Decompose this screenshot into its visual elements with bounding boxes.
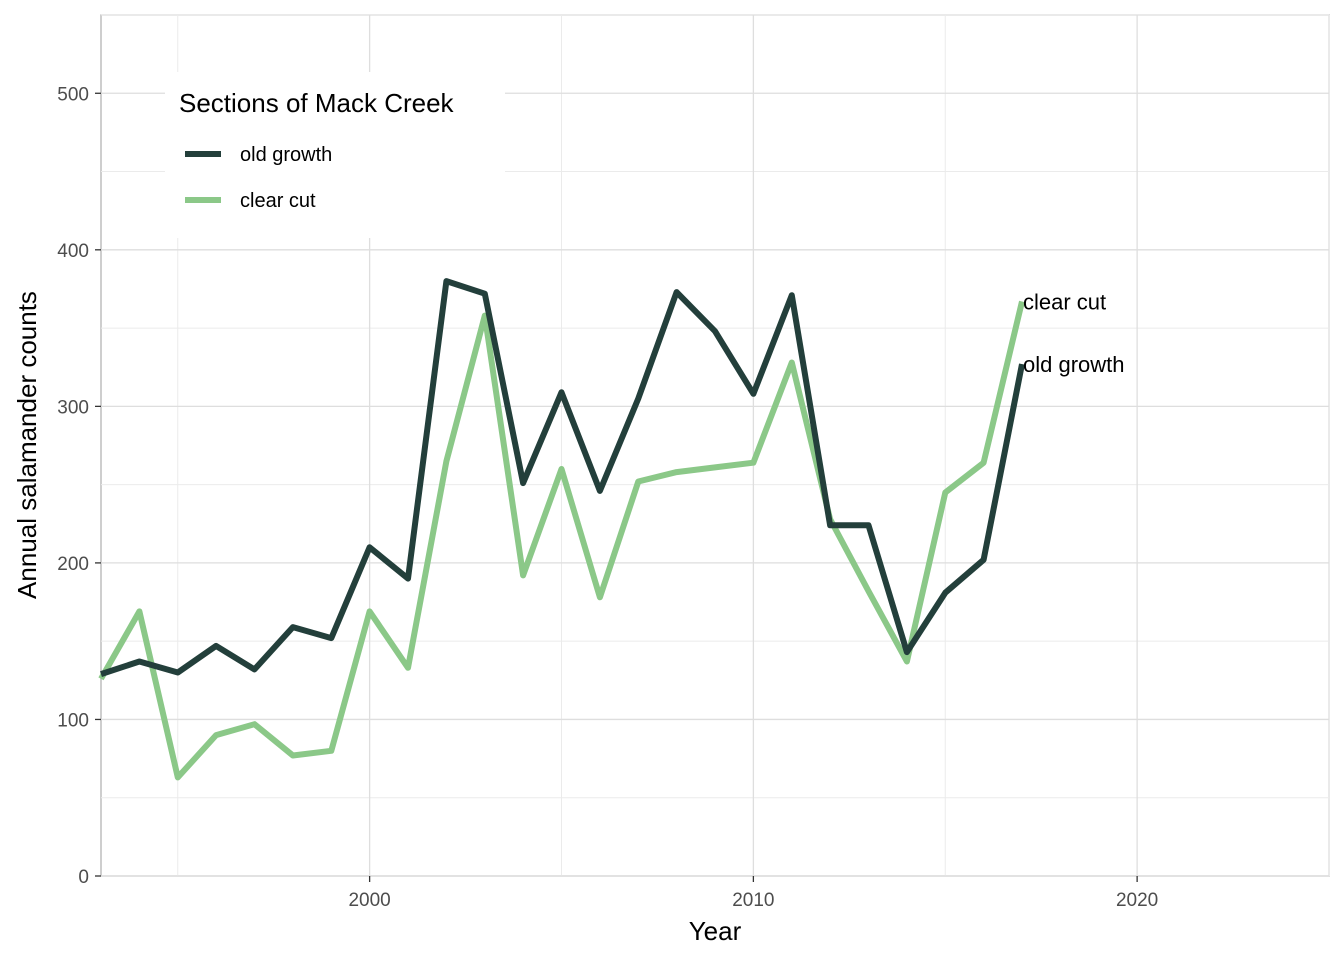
end-label-clear-cut: clear cut <box>1023 289 1106 314</box>
data-point-clear-cut <box>520 572 526 578</box>
tick-layer: 2000 2010 2020 0 100 200 300 400 500 <box>57 84 1158 911</box>
data-point-old-growth <box>213 643 219 649</box>
data-point-clear-cut <box>252 721 258 727</box>
data-point-old-growth <box>328 635 334 641</box>
data-point-old-growth <box>559 389 565 395</box>
data-point-old-growth <box>520 480 526 486</box>
data-point-clear-cut <box>443 458 449 464</box>
data-point-clear-cut <box>904 659 910 665</box>
data-point-old-growth <box>482 291 488 297</box>
x-axis-title: Year <box>689 916 742 946</box>
data-point-clear-cut <box>290 752 296 758</box>
data-point-old-growth <box>367 544 373 550</box>
data-point-clear-cut <box>674 469 680 475</box>
data-point-clear-cut <box>175 774 181 780</box>
data-point-old-growth <box>904 649 910 655</box>
data-point-old-growth <box>827 522 833 528</box>
data-point-clear-cut <box>559 466 565 472</box>
y-tick-label: 300 <box>57 397 89 418</box>
data-point-old-growth <box>674 289 680 295</box>
legend-label-clear-cut: clear cut <box>240 190 316 212</box>
data-point-old-growth <box>981 557 987 563</box>
data-point-clear-cut <box>405 665 411 671</box>
data-point-old-growth <box>942 590 948 596</box>
y-tick-label: 0 <box>78 867 89 888</box>
data-point-clear-cut <box>712 464 718 470</box>
end-label-old-growth: old growth <box>1023 352 1125 377</box>
data-point-old-growth <box>866 522 872 528</box>
legend-label-old-growth: old growth <box>240 144 332 166</box>
data-point-old-growth <box>443 278 449 284</box>
x-tick-label: 2010 <box>732 890 774 911</box>
data-point-clear-cut <box>213 732 219 738</box>
data-point-old-growth <box>252 666 258 672</box>
end-label-layer: old growth clear cut <box>1023 289 1125 377</box>
data-point-old-growth <box>750 391 756 397</box>
data-point-old-growth <box>597 488 603 494</box>
data-point-clear-cut <box>635 479 641 485</box>
data-point-old-growth <box>405 576 411 582</box>
series-line-clear-cut <box>98 300 1025 781</box>
data-point-old-growth <box>789 292 795 298</box>
data-point-old-growth <box>290 624 296 630</box>
y-tick-label: 400 <box>57 241 89 262</box>
data-point-old-growth <box>712 328 718 334</box>
data-point-clear-cut <box>750 460 756 466</box>
data-point-old-growth <box>175 669 181 675</box>
data-point-clear-cut <box>981 460 987 466</box>
y-tick-label: 500 <box>57 84 89 105</box>
x-tick-label: 2020 <box>1116 890 1158 911</box>
series-layer <box>98 278 1025 781</box>
legend-items: old growth clear cut <box>185 144 332 212</box>
legend-title: Sections of Mack Creek <box>179 88 455 118</box>
legend: Sections of Mack Creek old growth clear c… <box>165 72 505 238</box>
data-point-clear-cut <box>136 608 142 614</box>
legend-background <box>165 72 505 238</box>
data-point-clear-cut <box>789 360 795 366</box>
grid-layer <box>100 14 1330 877</box>
data-point-old-growth <box>98 671 104 677</box>
x-tick-label: 2000 <box>348 890 390 911</box>
y-tick-label: 200 <box>57 554 89 575</box>
data-point-clear-cut <box>942 489 948 495</box>
data-point-clear-cut <box>597 594 603 600</box>
y-tick-label: 100 <box>57 710 89 731</box>
data-point-old-growth <box>136 659 142 665</box>
data-point-clear-cut <box>367 608 373 614</box>
data-point-clear-cut <box>328 748 334 754</box>
data-point-clear-cut <box>866 588 872 594</box>
y-axis-title: Annual salamander counts <box>12 291 42 599</box>
series-line-old-growth <box>100 278 1025 677</box>
data-point-old-growth <box>635 396 641 402</box>
